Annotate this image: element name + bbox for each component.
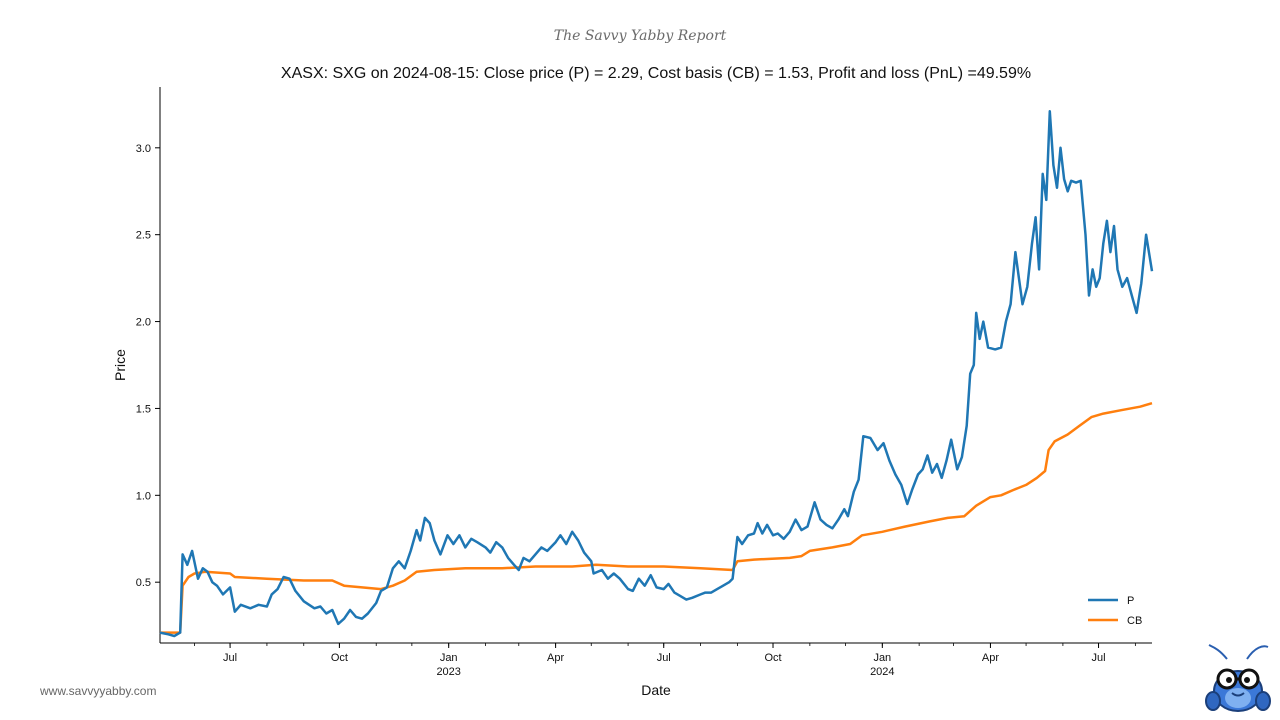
x-tick-label: Oct (331, 652, 348, 664)
y-tick-label: 2.0 (136, 317, 151, 329)
y-tick-label: 2.5 (136, 230, 151, 242)
x-tick-label: Oct (764, 652, 781, 664)
legend-cb-label: CB (1127, 615, 1142, 627)
legend: P CB (1088, 595, 1142, 627)
y-tick-label: 3.0 (136, 143, 151, 155)
y-axis-label: Price (112, 349, 128, 381)
x-axis-label: Date (641, 682, 671, 698)
x-tick-label: Jan (440, 652, 458, 664)
x-tick-label: Apr (982, 652, 999, 664)
x-tick-label: Jul (657, 652, 671, 664)
y-ticks: 0.5 1.0 1.5 2.0 2.5 3.0 (136, 143, 160, 589)
x-tick-label: Jan (873, 652, 891, 664)
y-tick-label: 1.0 (136, 490, 151, 502)
x-tick-year-label: 2023 (436, 666, 460, 678)
x-tick-label: Apr (547, 652, 564, 664)
chart-title: XASX: SXG on 2024-08-15: Close price (P)… (281, 65, 1031, 82)
legend-p-label: P (1127, 595, 1134, 607)
y-tick-label: 1.5 (136, 403, 151, 415)
x-tick-year-label: 2024 (870, 666, 894, 678)
yabby-mascot-icon (1205, 644, 1271, 712)
x-ticks: Jul Oct Jan 2023 Apr Jul Oct Jan 2024 Apr Jul (194, 643, 1136, 678)
series-layer (159, 110, 1154, 638)
y-tick-label: 0.5 (136, 577, 151, 589)
footer-website: www.savvyyabby.com (40, 684, 157, 698)
series-line-cb (160, 402, 1153, 634)
series-line-p (159, 110, 1154, 638)
brand-title: The Savvy Yabby Report (553, 28, 727, 44)
x-tick-label: Jul (1092, 652, 1106, 664)
x-tick-label: Jul (223, 652, 237, 664)
